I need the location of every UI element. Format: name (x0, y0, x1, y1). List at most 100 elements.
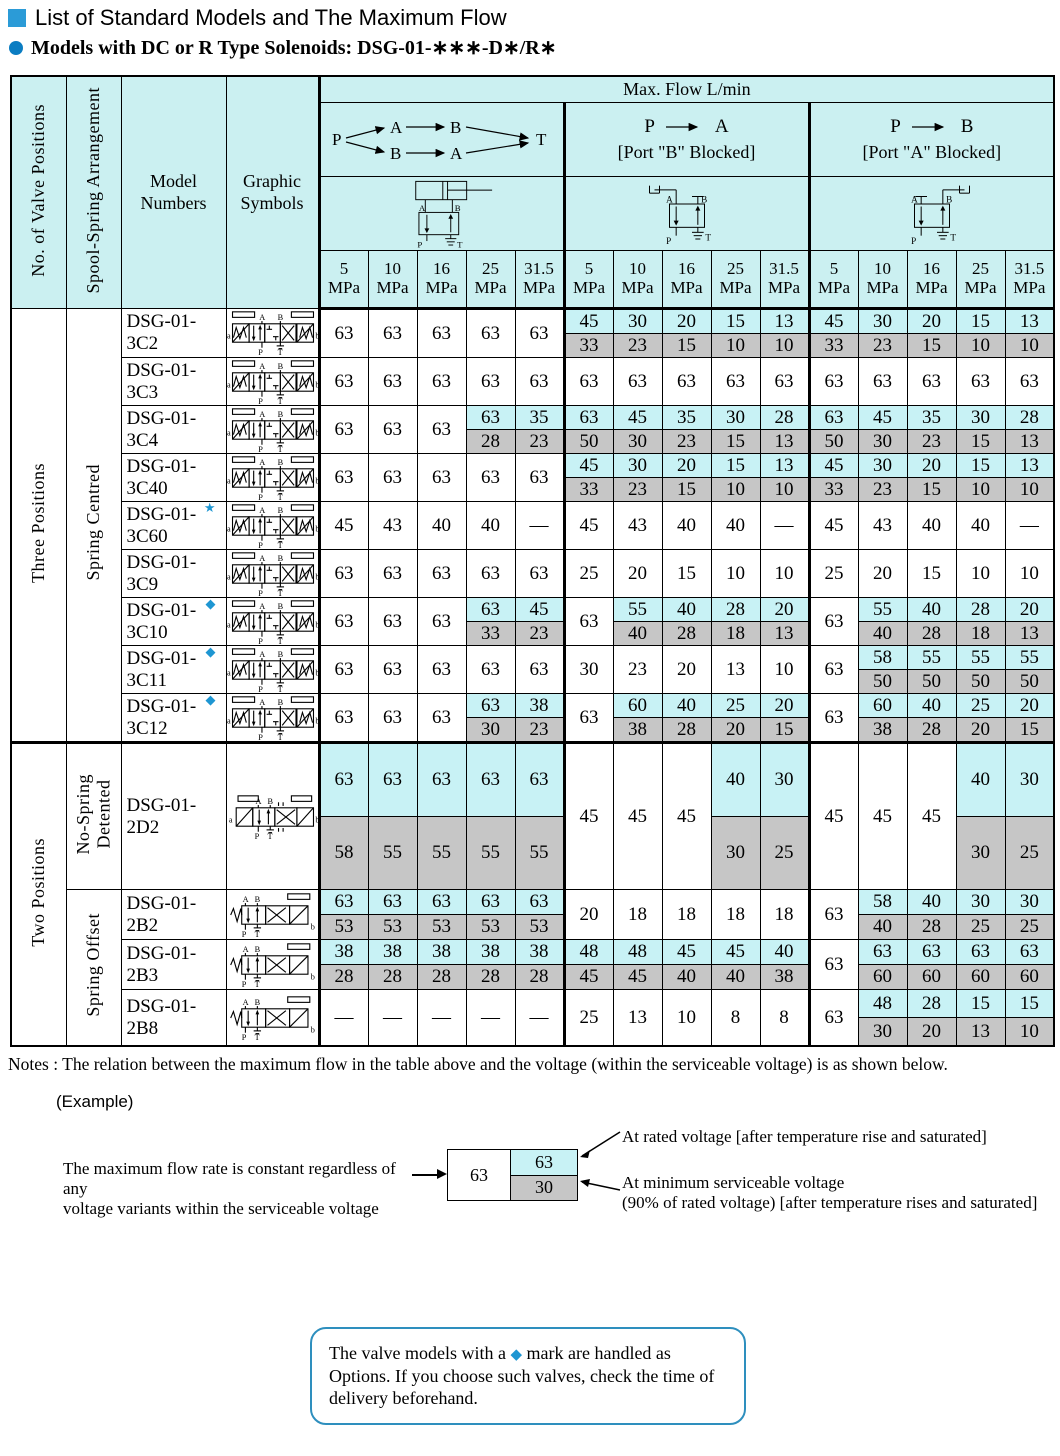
header-pressure-10mpa: 10 MPa (367, 250, 418, 310)
svg-text:a: a (227, 572, 231, 581)
flow-value-minimum: 25 (957, 914, 1004, 939)
svg-text:P: P (258, 397, 263, 405)
flow-cell: 40 (955, 501, 1006, 550)
flow-value-minimum: 28 (516, 964, 563, 989)
svg-text:A: A (418, 202, 425, 212)
flow-cell: 63 60 (857, 939, 908, 990)
svg-text:B: B (254, 895, 260, 904)
flow-value-rated: 45 (567, 310, 612, 333)
flow-value-rated: 63 (369, 890, 416, 914)
flow-cell: 63 (465, 549, 516, 598)
header-pressure-16mpa: 16 MPa (906, 250, 957, 310)
flow-cell: 63 (514, 549, 565, 598)
flow-value-rated: 15 (957, 990, 1004, 1017)
flow-cell: 25 (807, 549, 859, 598)
flow-value-minimum: 10 (761, 333, 808, 357)
svg-text:T: T (536, 130, 547, 149)
flow-cell: 40 28 (906, 889, 957, 940)
flow-value-rated: 15 (957, 454, 1004, 477)
svg-text:A: A (911, 194, 918, 204)
row-DSG-01-2D2: Two Positions No-Spring Detented DSG-01-2D… (10, 741, 1055, 1047)
svg-text:P: P (258, 348, 263, 356)
flow-cell: 45 (906, 741, 957, 890)
flow-cell: 63 (318, 308, 369, 358)
svg-text:B: B (277, 650, 283, 659)
flow-value-minimum: 60 (908, 964, 955, 989)
flow-value-minimum: 30 (859, 1017, 906, 1045)
flow-cell: 28 18 (955, 597, 1006, 646)
flow-value-rated: 38 (369, 940, 416, 964)
flow-cell: 45 30 (857, 405, 908, 454)
flow-value-rated: 63 (957, 940, 1004, 964)
flow-value-rated: 55 (1006, 646, 1054, 669)
flow-value-minimum: 18 (712, 621, 759, 645)
header-pressure-25mpa: 25 MPa (955, 250, 1006, 310)
flow-value-minimum: 10 (712, 333, 759, 357)
flow-cell: 45 (857, 741, 908, 890)
page-subtitle-row: Models with DC or R Type Solenoids: DSG-… (9, 35, 556, 60)
flow-value-minimum: 23 (516, 717, 563, 740)
flow-cell: 63 (514, 357, 565, 406)
flow-value-minimum: 53 (369, 914, 416, 939)
flow-cell: 20 15 (906, 453, 957, 502)
header-pictogram-group1: A B P T (318, 176, 565, 251)
svg-text:T: T (277, 397, 282, 405)
svg-text:T: T (950, 232, 956, 242)
flow-cell: 63 (514, 453, 565, 502)
flow-value-minimum: 50 (957, 669, 1004, 693)
flow-value-rated: 45 (614, 406, 661, 429)
flow-value-minimum: 15 (908, 333, 955, 357)
flow-value-rated: 28 (712, 598, 759, 621)
svg-text:T: T (277, 637, 282, 645)
flow-cell: 30 25 (955, 889, 1006, 940)
svg-text:B: B (277, 602, 283, 611)
flow-value-rated: 38 (320, 940, 367, 964)
graphic-symbol-3pos-icon: A B a b P T (227, 455, 316, 501)
flow-cell: 45 (661, 741, 712, 890)
flow-cell: 63 (807, 597, 859, 646)
svg-text:B: B (450, 118, 461, 137)
flow-value-rated: 38 (418, 940, 465, 964)
flow-cell: 63 55 (367, 741, 418, 890)
svg-text:T: T (457, 239, 463, 249)
model-DSG-01-3C2: DSG-01-3C2 (120, 308, 227, 358)
svg-text:P: P (241, 930, 246, 938)
flow-cell: 63 (367, 693, 418, 744)
flow-value-rated: 40 (761, 940, 808, 964)
cylinder-valve-pictogram-icon: A B P T (414, 180, 492, 249)
flow-value-rated: 20 (761, 694, 808, 717)
example-arrowhead-icon (437, 1169, 447, 1179)
flow-cell: 38 23 (514, 693, 565, 744)
flow-value-rated: 30 (957, 406, 1004, 429)
symbol-DSG-01-3C9: A B a b P T (225, 549, 321, 598)
flow-value-minimum: 50 (567, 429, 612, 453)
flow-cell: 15 10 (1004, 989, 1055, 1047)
svg-text:A: A (259, 410, 265, 419)
flow-value-rated: 20 (761, 598, 808, 621)
flow-cell: 63 (661, 357, 712, 406)
flow-value-rated: 30 (859, 310, 906, 333)
flow-value-minimum: 45 (614, 964, 661, 989)
flow-value-minimum: 38 (859, 717, 906, 740)
flow-cell: 63 (562, 357, 614, 406)
svg-text:a: a (228, 815, 232, 824)
flow-cell: 63 (367, 357, 418, 406)
flow-value-minimum: 20 (957, 717, 1004, 740)
svg-text:A: A (259, 554, 265, 563)
flow-value-minimum: 25 (1006, 816, 1054, 889)
flow-cell: 63 (465, 308, 516, 358)
flow-value-rated: 28 (908, 990, 955, 1017)
flow-cell: 45 33 (562, 453, 614, 502)
example-minimum-value: 30 (511, 1174, 577, 1200)
flow-value-minimum: 55 (369, 816, 416, 889)
flow-cell: 63 53 (465, 889, 516, 940)
flow-cell: 20 15 (661, 308, 712, 358)
example-constant-value: 63 (448, 1150, 511, 1200)
header-pressure-5mpa: 5 MPa (318, 250, 369, 310)
svg-text:P: P (258, 445, 263, 453)
flow-value-minimum: 10 (957, 333, 1004, 357)
flow-cell: 20 (661, 645, 712, 694)
flow-cell: 30 23 (612, 453, 663, 502)
